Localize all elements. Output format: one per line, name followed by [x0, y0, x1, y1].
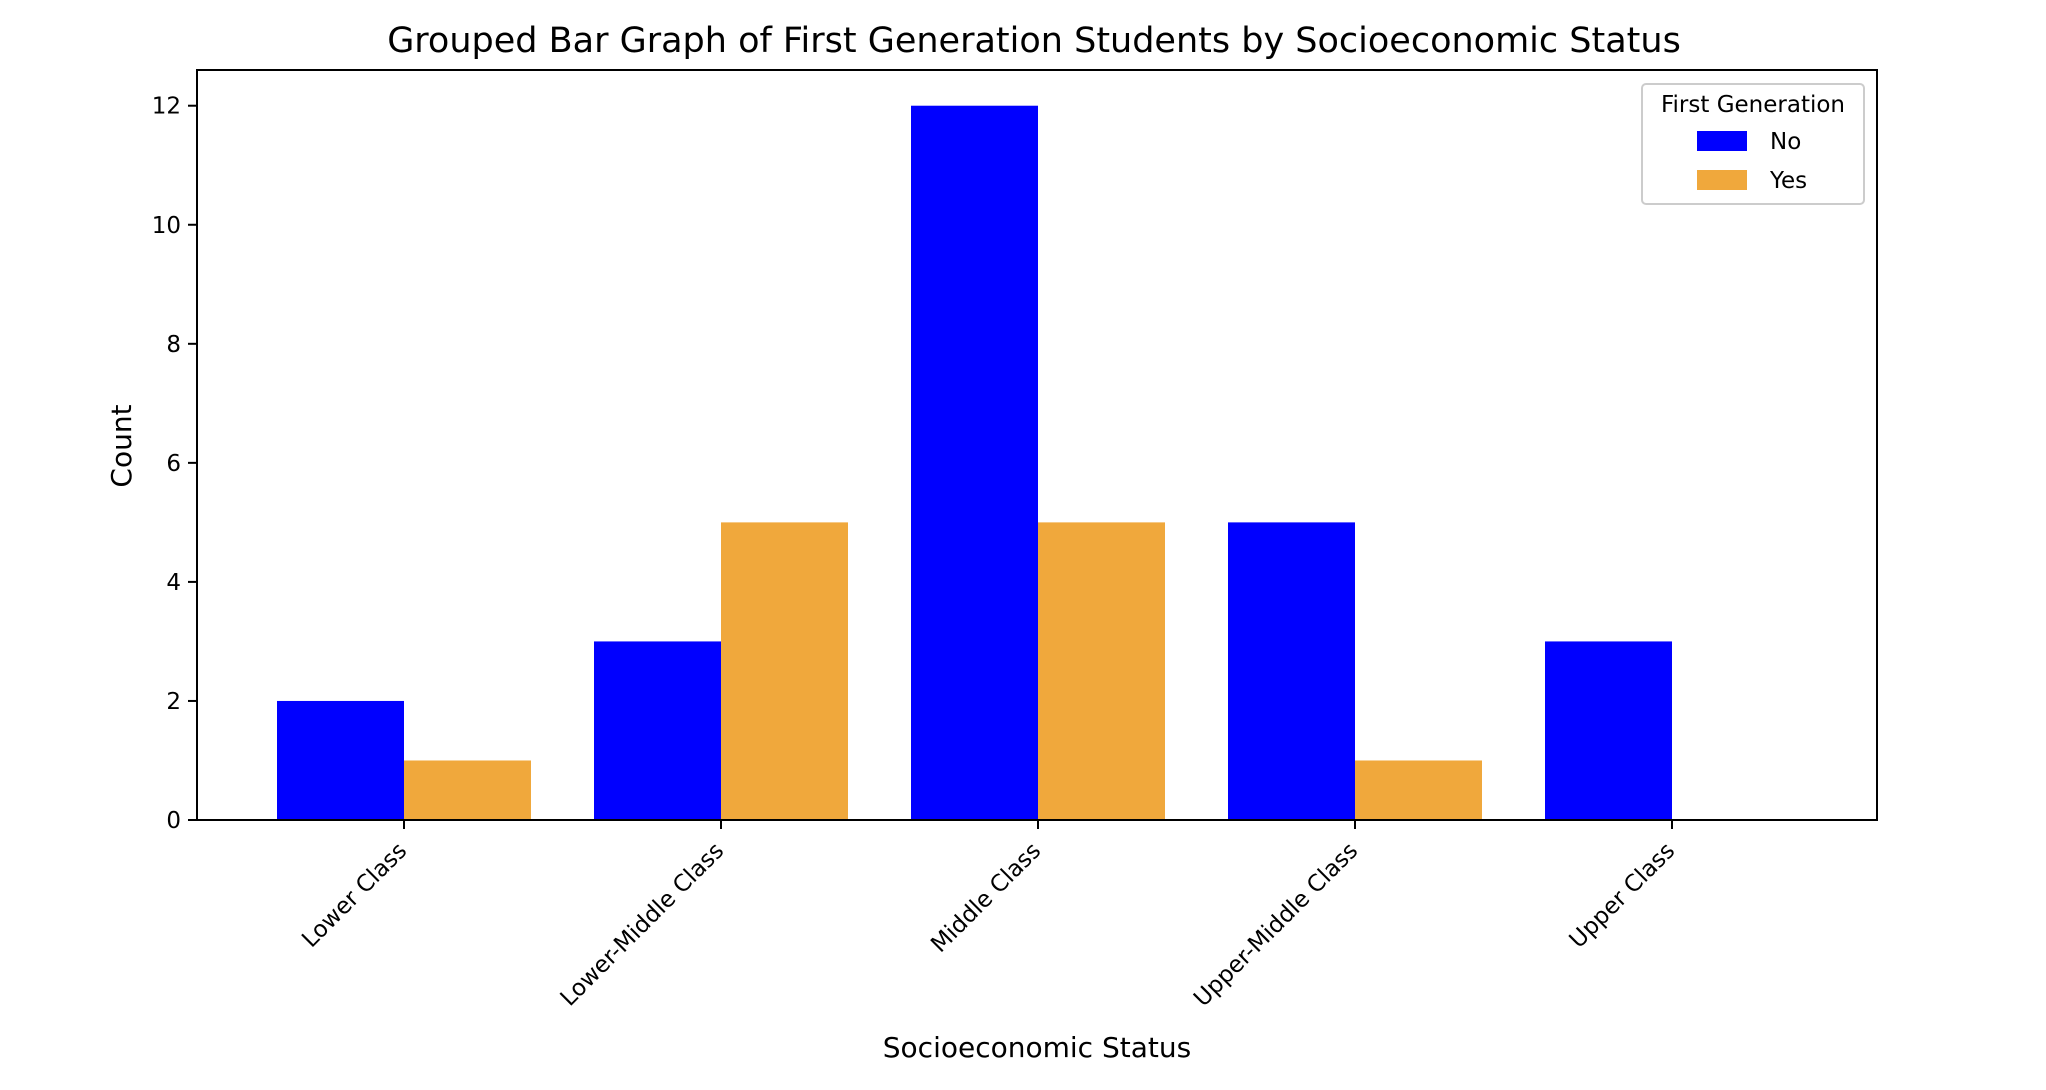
- y-tick-label: 0: [166, 808, 181, 834]
- legend: First Generation No Yes: [1641, 83, 1865, 205]
- legend-title: First Generation: [1661, 92, 1845, 118]
- x-tick-label-lower-middle-class: Lower-Middle Class: [556, 838, 730, 1012]
- legend-items: No Yes: [1697, 129, 1807, 194]
- bar-upper-class-no: [1545, 641, 1672, 820]
- y-tick-label: 8: [166, 332, 181, 358]
- bar-lower-middle-class-no: [594, 641, 721, 820]
- bar-upper-middle-class-no: [1228, 522, 1355, 820]
- x-axis-label: Socioeconomic Status: [883, 1031, 1191, 1064]
- legend-swatch-no: [1697, 131, 1747, 151]
- bar-lower-class-yes: [404, 760, 531, 820]
- bar-middle-class-no: [911, 105, 1038, 820]
- x-tick-label-lower-class: Lower Class: [297, 838, 412, 953]
- bar-upper-middle-class-yes: [1355, 760, 1482, 820]
- y-tick-label: 6: [166, 451, 181, 477]
- bar-lower-middle-class-yes: [721, 522, 848, 820]
- y-tick-label: 10: [152, 213, 181, 239]
- y-tick-label: 4: [166, 570, 181, 596]
- y-tick-label: 2: [166, 689, 181, 715]
- legend-label-no: No: [1770, 129, 1801, 155]
- legend-label-yes: Yes: [1769, 168, 1807, 194]
- chart-title: Grouped Bar Graph of First Generation St…: [387, 21, 1681, 61]
- x-tick-label-middle-class: Middle Class: [926, 838, 1046, 958]
- x-axis: Lower Class Lower-Middle Class Middle Clas…: [297, 820, 1680, 1012]
- y-axis-label: Count: [105, 404, 138, 487]
- y-tick-label: 12: [152, 94, 181, 120]
- y-axis: 0 2 4 6 8 10 12: [152, 94, 197, 834]
- legend-swatch-yes: [1697, 170, 1747, 190]
- bar-lower-class-no: [277, 700, 404, 820]
- bars-layer: [277, 105, 1672, 820]
- x-tick-label-upper-middle-class: Upper-Middle Class: [1189, 838, 1363, 1012]
- x-tick-label-upper-class: Upper Class: [1565, 838, 1681, 954]
- bar-middle-class-yes: [1038, 522, 1165, 820]
